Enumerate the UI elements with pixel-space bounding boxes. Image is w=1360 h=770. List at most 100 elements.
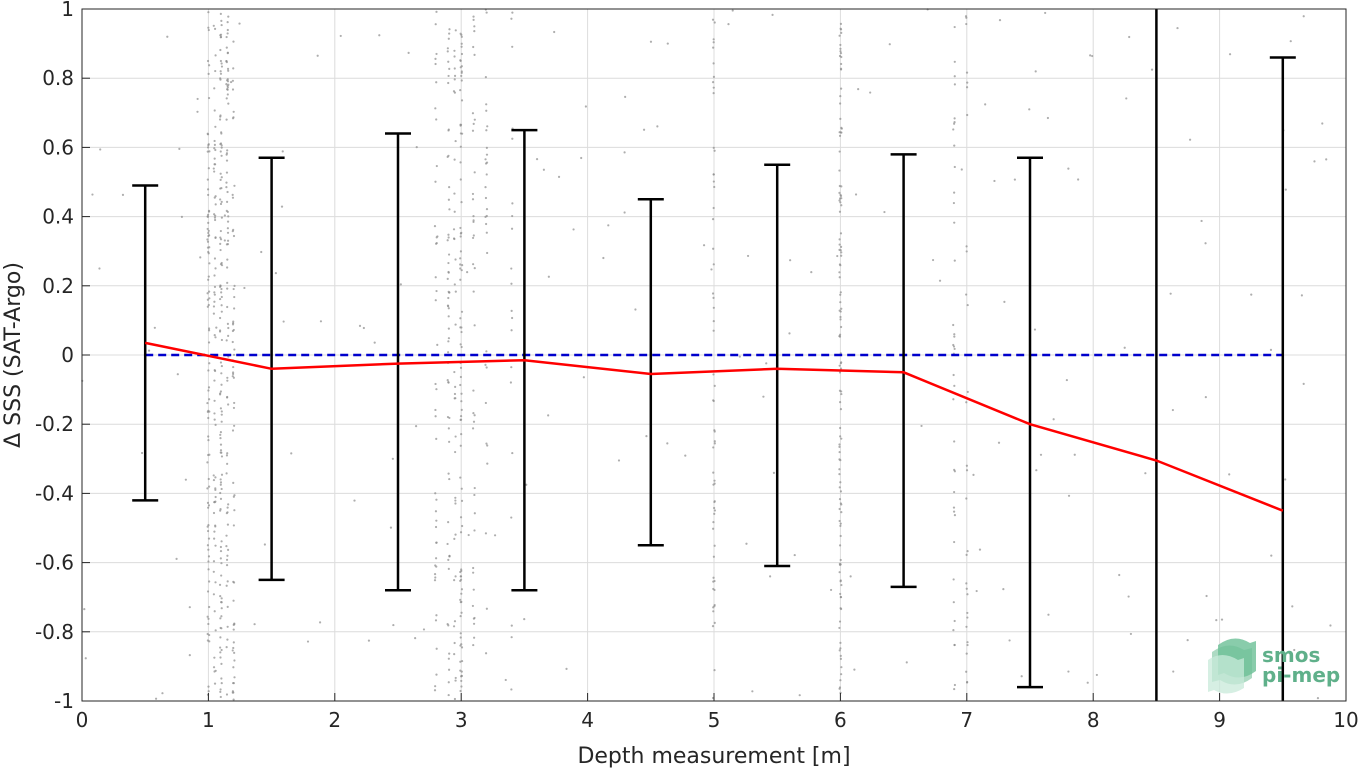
scatter-point [207, 506, 210, 509]
scatter-point [712, 373, 715, 376]
scatter-point [362, 326, 365, 330]
scatter-point [1065, 378, 1068, 382]
scatter-point [213, 300, 216, 303]
scatter-point [459, 161, 462, 164]
scatter-point [223, 214, 226, 217]
scatter-point [473, 29, 476, 33]
scatter-point [840, 666, 843, 669]
scatter-point [290, 452, 293, 455]
scatter-point [226, 51, 229, 54]
scatter-point [226, 523, 230, 526]
scatter-point [214, 488, 217, 492]
scatter-point [953, 468, 956, 471]
scatter-point [838, 243, 841, 246]
scatter-point [712, 180, 715, 183]
scatter-point [220, 648, 223, 652]
scatter-point [1002, 588, 1005, 591]
scatter-point [414, 636, 417, 640]
scatter-point [838, 248, 841, 252]
scatter-point [623, 151, 626, 154]
scatter-point [435, 388, 438, 391]
scatter-point [219, 238, 223, 241]
scatter-point [213, 163, 216, 166]
scatter-point [966, 593, 969, 596]
scatter-point [206, 146, 210, 149]
scatter-point [447, 37, 450, 40]
scatter-point [453, 578, 456, 582]
scatter-point [232, 40, 235, 43]
scatter-point [840, 361, 843, 364]
scatter-point [965, 553, 968, 556]
scatter-point [788, 332, 791, 335]
scatter-point [712, 247, 715, 250]
scatter-point [712, 555, 715, 558]
scatter-point [253, 623, 256, 626]
scatter-point [472, 15, 475, 18]
scatter-point [213, 610, 216, 613]
scatter-point [232, 628, 235, 631]
scatter-point [838, 450, 841, 454]
scatter-point [645, 435, 648, 438]
scatter-point [219, 509, 222, 512]
scatter-point [966, 643, 969, 647]
scatter-point [1186, 639, 1189, 642]
scatter-point [447, 657, 450, 660]
scatter-point [435, 242, 438, 245]
scatter-point [434, 685, 437, 688]
scatter-point [460, 646, 464, 649]
scatter-point [1169, 292, 1172, 295]
scatter-point [219, 651, 222, 654]
scatter-point [434, 107, 437, 110]
scatter-point [227, 326, 230, 330]
scatter-point [485, 146, 488, 150]
scatter-point [219, 483, 222, 486]
y-tick-label: 1 [61, 0, 74, 21]
scatter-point [953, 117, 956, 120]
scatter-point [510, 329, 513, 332]
scatter-point [459, 257, 462, 260]
scatter-point [459, 575, 463, 578]
scatter-point [712, 306, 715, 309]
scatter-point [226, 548, 230, 551]
y-tick-label: 0 [61, 343, 74, 367]
scatter-point [219, 481, 223, 484]
scatter-point [485, 103, 488, 106]
scatter-point [459, 444, 462, 447]
scatter-point [207, 193, 210, 197]
scatter-point [838, 571, 841, 574]
scatter-point [448, 440, 451, 443]
scatter-point [839, 193, 842, 196]
scatter-point [953, 122, 956, 125]
scatter-point [953, 75, 956, 78]
scatter-point [213, 293, 216, 296]
scatter-point [1003, 300, 1006, 303]
scatter-point [473, 414, 476, 417]
scatter-point [453, 49, 456, 52]
scatter-point [220, 607, 223, 610]
scatter-point [214, 69, 217, 73]
scatter-point [712, 580, 715, 583]
scatter-point [226, 605, 229, 608]
scatter-point [226, 376, 229, 379]
scatter-point [212, 560, 216, 563]
scatter-point [274, 272, 277, 275]
scatter-point [207, 278, 210, 281]
scatter-point [839, 47, 842, 50]
scatter-point [220, 176, 223, 179]
scatter-point [712, 446, 715, 449]
scatter-point [713, 605, 716, 608]
scatter-point [207, 690, 210, 693]
scatter-point [461, 264, 464, 267]
scatter-point [938, 279, 942, 282]
scatter-point [471, 112, 475, 115]
scatter-point [459, 644, 462, 647]
scatter-point [227, 215, 230, 218]
scatter-point [460, 588, 464, 591]
scatter-point [459, 660, 462, 663]
scatter-point [471, 129, 475, 132]
scatter-point [206, 305, 209, 308]
scatter-point [206, 215, 210, 218]
scatter-point [839, 102, 842, 105]
scatter-point [484, 162, 488, 165]
scatter-point [702, 244, 706, 247]
